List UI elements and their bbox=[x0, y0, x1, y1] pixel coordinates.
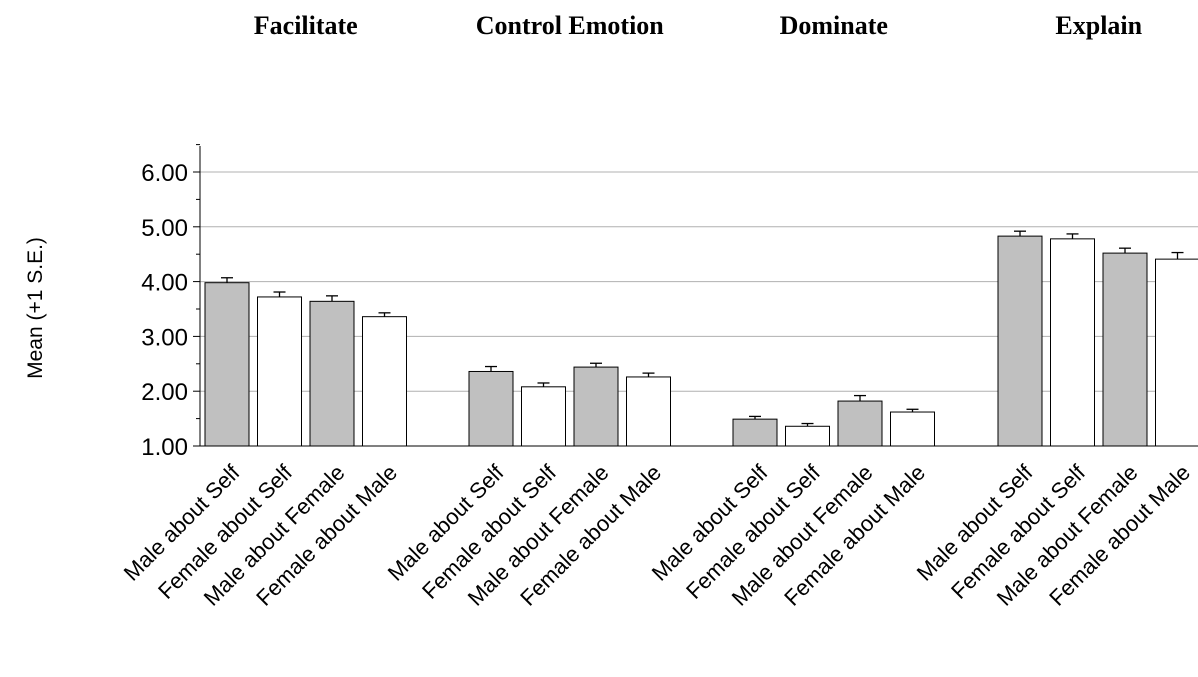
bar bbox=[468, 370, 514, 447]
bar bbox=[204, 282, 250, 447]
y-tick-label: 4.00 bbox=[141, 270, 188, 297]
group-titles: Facilitate Control Emotion Dominate Explain bbox=[254, 11, 1143, 40]
y-tick-label: 5.00 bbox=[141, 215, 188, 242]
bars bbox=[204, 230, 1198, 447]
y-tick-label: 6.00 bbox=[141, 160, 188, 187]
bar bbox=[1102, 252, 1148, 447]
bar bbox=[573, 366, 619, 447]
y-tick-label: 2.00 bbox=[141, 379, 188, 406]
group-title: Control Emotion bbox=[476, 11, 665, 40]
y-tick-label: 3.00 bbox=[141, 324, 188, 351]
group-title: Explain bbox=[1055, 11, 1142, 40]
bar bbox=[362, 316, 407, 447]
bar bbox=[997, 235, 1043, 447]
y-tick-label: 1.00 bbox=[141, 434, 188, 461]
group-title: Facilitate bbox=[254, 11, 358, 40]
bar bbox=[521, 386, 566, 447]
bar bbox=[785, 425, 830, 447]
bar bbox=[732, 418, 778, 447]
bar bbox=[309, 300, 355, 447]
bar bbox=[257, 296, 302, 447]
group-title: Dominate bbox=[780, 11, 888, 40]
bar bbox=[837, 400, 883, 447]
bar bbox=[626, 376, 671, 447]
bar bbox=[1050, 238, 1095, 447]
bar bbox=[890, 411, 935, 447]
y-axis-title: Mean (+1 S.E.) bbox=[24, 237, 47, 379]
bar bbox=[1155, 258, 1198, 447]
